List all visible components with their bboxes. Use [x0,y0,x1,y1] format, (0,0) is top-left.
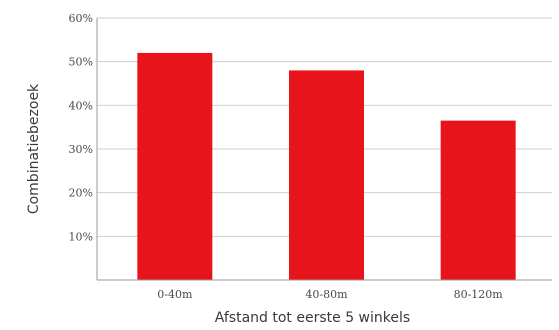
y-tick-labels: 10% 20% 30% 40% 50% 60% [69,12,93,243]
y-tick-label-60: 60% [69,12,93,25]
x-tick-label-0-40m: 0-40m [157,288,193,301]
y-tick-label-40: 40% [69,99,93,112]
y-tick-label-50: 50% [69,56,93,69]
bar-80-120m [440,120,516,280]
axes [96,18,552,281]
y-tick-label-20: 20% [69,187,93,200]
x-tick-label-40-80m: 40-80m [305,288,348,301]
bar-40-80m [289,70,364,281]
bars [137,52,516,281]
x-tick-labels: 0-40m 40-80m 80-120m [157,288,503,301]
y-tick-label-30: 30% [69,143,93,156]
bar-0-40m [137,52,213,280]
y-axis-title: Combinatiebezoek [26,83,42,214]
x-axis-title: Afstand tot eerste 5 winkels [215,310,410,326]
y-tick-label-10: 10% [69,230,93,243]
x-tick-label-80-120m: 80-120m [454,288,504,301]
